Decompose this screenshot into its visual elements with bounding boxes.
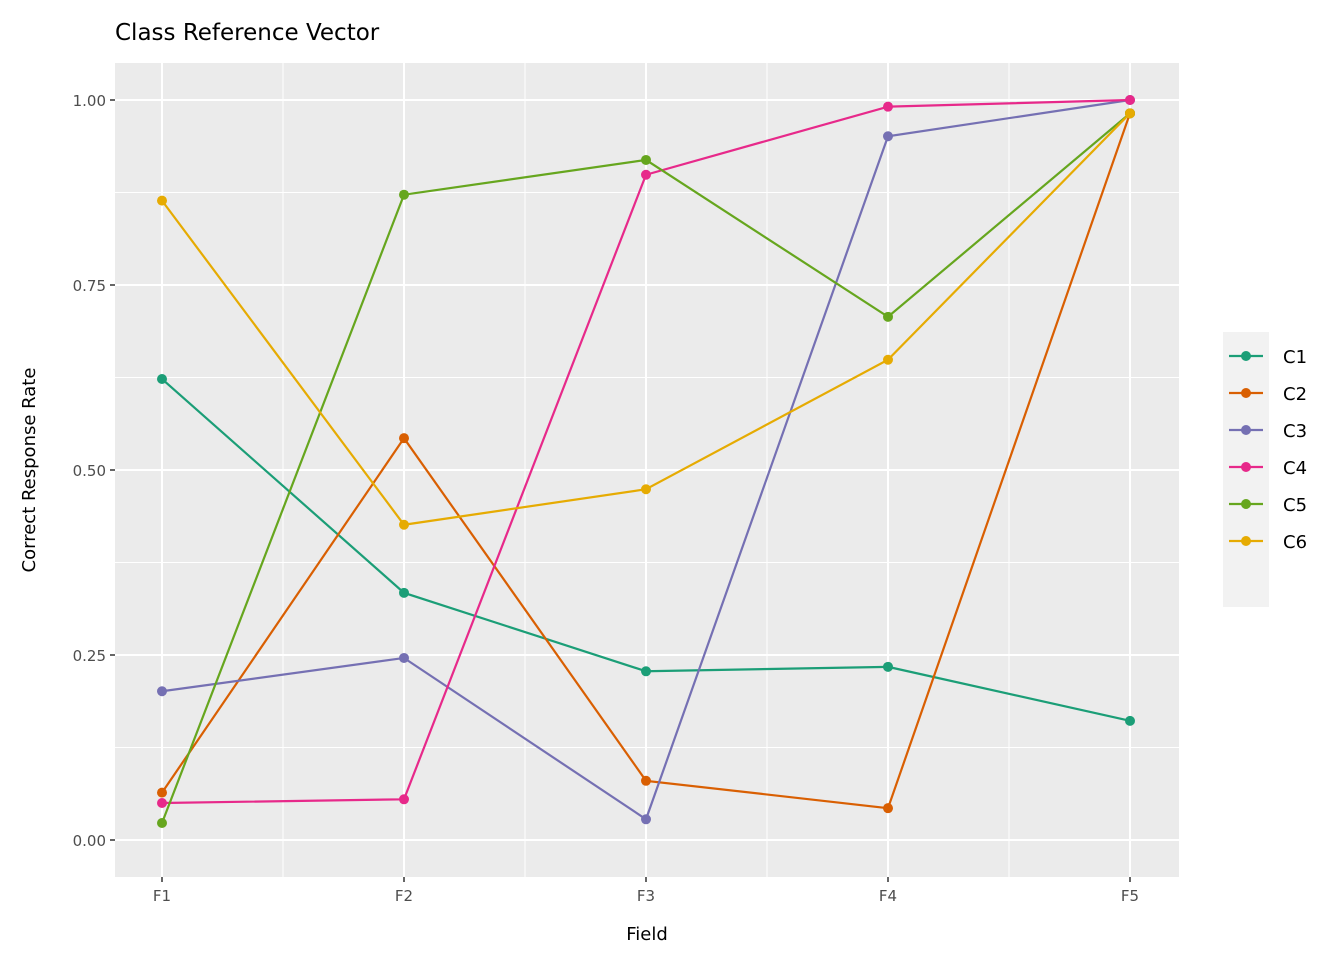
legend-point (1241, 499, 1251, 509)
legend-item: C6 (1225, 524, 1307, 558)
data-point (1125, 715, 1135, 726)
legend-label: C3 (1283, 421, 1307, 442)
data-point (157, 817, 167, 828)
y-tick-label: 0.50 (73, 462, 106, 480)
data-point (641, 484, 651, 495)
data-point (399, 189, 409, 200)
y-tick-label: 0.75 (73, 277, 106, 295)
data-point (157, 798, 167, 808)
data-point (157, 373, 167, 384)
data-point (157, 686, 167, 697)
data-point (399, 587, 409, 598)
series-c1 (157, 373, 1135, 726)
data-point (641, 814, 651, 825)
data-point (399, 433, 409, 444)
series-c4 (157, 95, 1135, 808)
data-point (883, 101, 893, 112)
data-point (883, 661, 893, 672)
x-tick-label: F2 (395, 887, 413, 905)
legend-item: C2 (1225, 376, 1307, 410)
x-tick-label: F1 (153, 887, 171, 905)
legend-item: C4 (1225, 450, 1307, 484)
x-axis-label: Field (626, 924, 668, 945)
data-point (399, 652, 409, 663)
x-tick-label: F5 (1121, 887, 1139, 905)
legend-item: C5 (1225, 487, 1307, 521)
legend-label: C4 (1283, 458, 1307, 479)
data-point (883, 803, 893, 814)
data-point (883, 131, 893, 142)
legend-label: C6 (1283, 532, 1307, 553)
series-c6 (157, 108, 1135, 530)
data-point (399, 794, 409, 805)
y-tick-label: 0.25 (73, 647, 106, 665)
data-point (641, 666, 651, 677)
data-point (641, 169, 651, 180)
data-point (641, 154, 651, 165)
legend: C1 C2 C3 C4 C5 C6 (1223, 332, 1307, 607)
data-point (641, 775, 651, 786)
legend-label: C2 (1283, 384, 1307, 405)
y-axis-label: Correct Response Rate (19, 368, 40, 573)
y-tick-label: 1.00 (73, 92, 106, 110)
legend-label: C5 (1283, 495, 1307, 516)
legend-label: C1 (1283, 347, 1307, 368)
legend-item: C3 (1225, 413, 1307, 447)
data-point (157, 787, 167, 798)
y-tick-label: 0.00 (73, 832, 106, 850)
legend-item: C1 (1225, 339, 1307, 373)
legend-point (1241, 351, 1251, 361)
data-point (883, 354, 893, 365)
data-point (883, 311, 893, 322)
data-point (1125, 108, 1135, 119)
chart-title: Class Reference Vector (115, 20, 380, 46)
x-tick-label: F3 (637, 887, 655, 905)
legend-point (1241, 388, 1251, 398)
series-c5 (157, 108, 1135, 828)
legend-point (1241, 462, 1251, 472)
x-tick-label: F4 (879, 887, 897, 905)
data-point (1125, 95, 1135, 105)
legend-point (1241, 536, 1251, 546)
data-point (399, 519, 409, 530)
data-point (157, 195, 167, 206)
legend-point (1241, 425, 1251, 435)
